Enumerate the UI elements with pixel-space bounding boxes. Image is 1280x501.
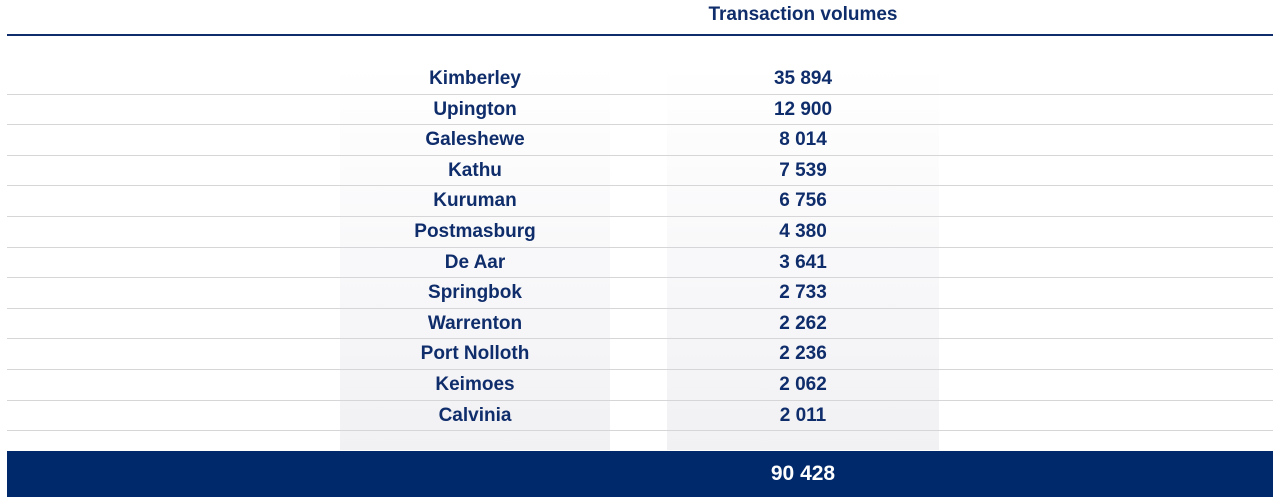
town-name: Kathu bbox=[448, 159, 502, 181]
transaction-volume: 2 262 bbox=[779, 312, 827, 334]
total-row: 90 428 bbox=[7, 451, 1273, 497]
town-name: Kimberley bbox=[429, 68, 521, 89]
value-column-panel bbox=[667, 64, 939, 450]
table-body: Kimberley 35 894 Upington 12 900 Galeshe… bbox=[7, 64, 1273, 432]
header-divider bbox=[7, 34, 1273, 36]
town-name: Calvinia bbox=[438, 404, 512, 426]
town-name: Port Nolloth bbox=[420, 343, 530, 365]
row-divider bbox=[7, 307, 1273, 309]
town-name: Keimoes bbox=[435, 373, 515, 395]
table-row: Keimoes 2 062 bbox=[7, 370, 1273, 401]
transaction-volume: 2 733 bbox=[779, 282, 827, 304]
table-row: Postmasburg 4 380 bbox=[7, 217, 1273, 248]
town-name: De Aar bbox=[444, 251, 506, 273]
row-divider bbox=[7, 246, 1273, 248]
table-row: Galeshewe 8 014 bbox=[7, 125, 1273, 156]
town-column-panel bbox=[340, 64, 610, 450]
transaction-volume: 12 900 bbox=[773, 98, 833, 120]
town-name: Warrenton bbox=[427, 312, 523, 334]
town-name: Upington bbox=[433, 98, 517, 120]
table-row: Warrenton 2 262 bbox=[7, 309, 1273, 340]
total-transaction-volume: 90 428 bbox=[770, 462, 836, 485]
transaction-volume: 2 062 bbox=[779, 373, 827, 395]
transaction-volume: 6 756 bbox=[779, 190, 827, 212]
row-divider bbox=[7, 215, 1273, 217]
table-row: Port Nolloth 2 236 bbox=[7, 339, 1273, 370]
row-divider bbox=[7, 93, 1273, 95]
table-row: De Aar 3 641 bbox=[7, 248, 1273, 279]
transaction-volume: 3 641 bbox=[779, 251, 827, 273]
row-divider bbox=[7, 368, 1273, 370]
transaction-volume: 7 539 bbox=[779, 159, 827, 181]
table-row: Kimberley 35 894 bbox=[7, 64, 1273, 95]
table-row: Upington 12 900 bbox=[7, 95, 1273, 126]
table-row: Kathu 7 539 bbox=[7, 156, 1273, 187]
table-row: Springbok 2 733 bbox=[7, 278, 1273, 309]
row-divider bbox=[7, 399, 1273, 401]
row-divider bbox=[7, 338, 1273, 340]
town-name: Postmasburg bbox=[414, 220, 536, 242]
transaction-volume: 2 011 bbox=[779, 404, 827, 426]
row-divider bbox=[7, 154, 1273, 156]
town-name: Springbok bbox=[428, 282, 522, 304]
table-row: Kuruman 6 756 bbox=[7, 186, 1273, 217]
table-row: Calvinia 2 011 bbox=[7, 401, 1273, 432]
transaction-volume: 4 380 bbox=[779, 220, 827, 242]
town-name: Kuruman bbox=[433, 190, 517, 212]
transaction-volume: 35 894 bbox=[773, 68, 833, 89]
transaction-volume: 8 014 bbox=[779, 129, 827, 151]
row-divider bbox=[7, 430, 1273, 432]
row-divider bbox=[7, 124, 1273, 126]
column-header-transaction-volumes: Transaction volumes bbox=[708, 4, 898, 25]
row-divider bbox=[7, 185, 1273, 187]
transaction-volume: 2 236 bbox=[779, 343, 827, 365]
town-name: Galeshewe bbox=[425, 129, 525, 151]
row-divider bbox=[7, 277, 1273, 279]
